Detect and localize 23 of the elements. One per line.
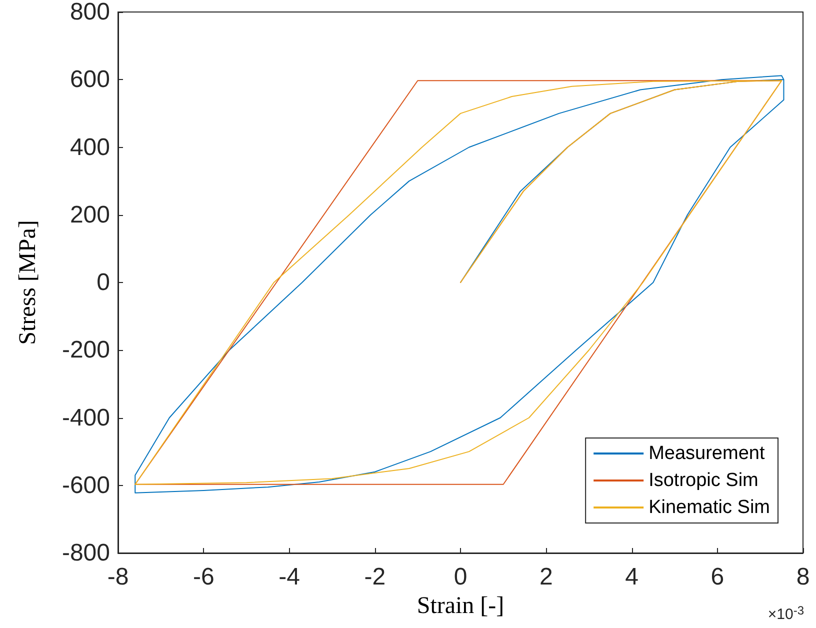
y-tick-label: -400 bbox=[62, 404, 110, 432]
y-axis-title: Stress [MPa] bbox=[15, 220, 41, 345]
y-tick-label: -600 bbox=[62, 472, 110, 499]
y-tick-label: -200 bbox=[62, 336, 110, 364]
legend-label: Measurement bbox=[648, 443, 766, 464]
x-tick-label: 0 bbox=[454, 564, 468, 590]
y-tick-label: -800 bbox=[62, 540, 110, 566]
y-tick-label: 800 bbox=[70, 0, 110, 26]
x-tick-label: -4 bbox=[278, 564, 300, 590]
x-axis-title: Strain [-] bbox=[416, 592, 504, 619]
x-tick-label: 2 bbox=[539, 564, 553, 590]
x-tick-label: 8 bbox=[796, 564, 810, 590]
y-tick-label: 400 bbox=[70, 134, 110, 161]
legend-label: Isotropic Sim bbox=[648, 470, 758, 491]
x-tick-label: 6 bbox=[710, 564, 724, 590]
legend-label: Kinematic Sim bbox=[648, 497, 770, 518]
x-tick-label: -6 bbox=[192, 564, 214, 590]
x-tick-label: -8 bbox=[107, 564, 129, 590]
y-tick-label: 0 bbox=[96, 269, 110, 296]
x-tick-label: 4 bbox=[625, 564, 638, 590]
x-tick-label: -2 bbox=[364, 564, 386, 590]
y-tick-label: 600 bbox=[70, 66, 110, 94]
y-tick-label: 200 bbox=[70, 201, 110, 228]
